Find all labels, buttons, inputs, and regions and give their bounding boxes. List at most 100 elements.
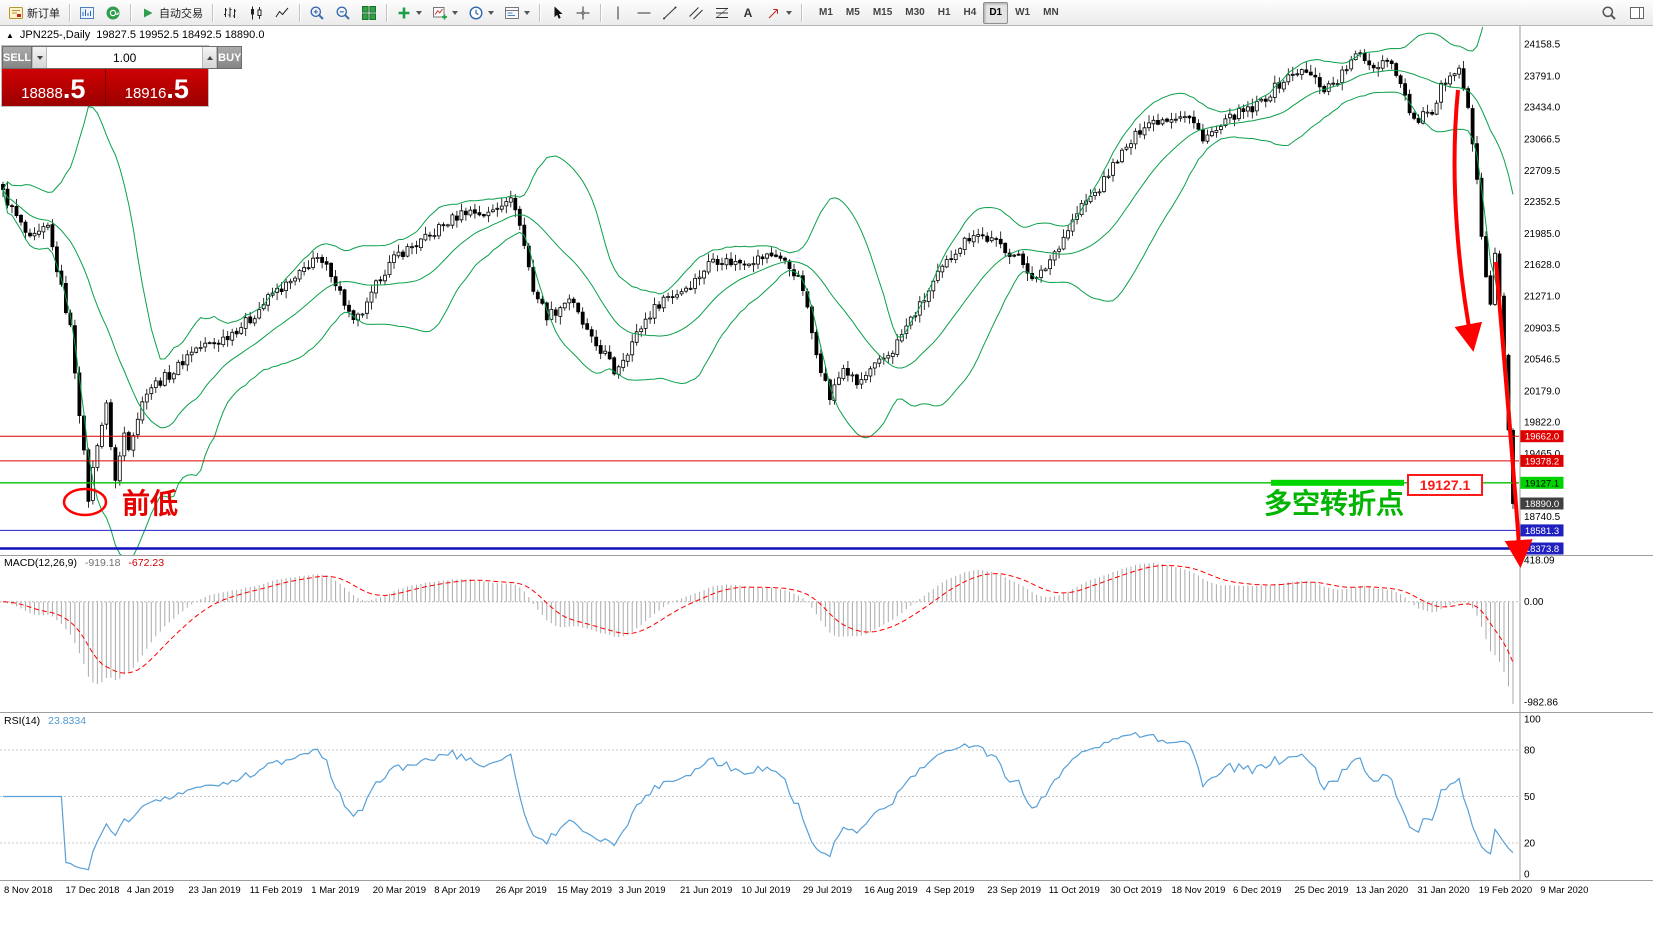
- price-tick-label: 18740.5: [1524, 512, 1561, 523]
- toolbar-separator: [299, 3, 300, 22]
- macd-signal-line: [2, 564, 1514, 674]
- symbol-marker-icon: ▲: [6, 30, 14, 40]
- tile-windows-button[interactable]: [357, 1, 381, 25]
- macd-indicator-label: MACD(12,26,9) -919.18 -672.23: [4, 557, 164, 569]
- date-label: 11 Oct 2019: [1049, 885, 1100, 896]
- sell-button[interactable]: SELL: [2, 46, 33, 69]
- toolbar-separator: [801, 3, 802, 22]
- date-label: 4 Sep 2019: [926, 885, 975, 896]
- trend-arrow-2[interactable]: [1494, 261, 1533, 568]
- timeframe-h4-button[interactable]: H4: [963, 7, 977, 18]
- vertical-line-icon: [617, 6, 619, 19]
- dropdown-caret-icon: [786, 10, 792, 15]
- turning-point-highlight[interactable]: [1271, 479, 1404, 486]
- crosshair-tool-button[interactable]: [571, 1, 595, 25]
- trendline-tool-button[interactable]: [658, 1, 682, 25]
- price-tick-label: 19465.0: [1524, 449, 1561, 460]
- rsi-scale-label: 80: [1524, 746, 1536, 757]
- sell-price-main: 18888: [21, 85, 63, 102]
- zoom-in-button[interactable]: [305, 1, 329, 25]
- new-order-button[interactable]: 新订单: [4, 1, 64, 25]
- rsi-scale-label: 100: [1524, 715, 1541, 726]
- timeframe-mn-button[interactable]: MN: [1043, 7, 1059, 18]
- new-chart-icon: [433, 6, 447, 19]
- templates-button[interactable]: [500, 1, 534, 25]
- macd-scale-label: -982.86: [1524, 698, 1558, 709]
- horizontal-line-tool-button[interactable]: [632, 1, 656, 25]
- macd-scale-label: 0.00: [1524, 597, 1544, 608]
- price-tick-label: 19822.0: [1524, 418, 1561, 429]
- date-label: 29 Jul 2019: [803, 885, 852, 896]
- volume-input[interactable]: [47, 47, 203, 68]
- candles-bull: [32, 52, 1497, 501]
- chart-canvas[interactable]: 24158.5 23791.0 23434.0 23066.5 22709.5 22352…: [0, 26, 1653, 945]
- rsi-scale-label: 0: [1524, 870, 1530, 881]
- price-tag-annotation[interactable]: 19127.1: [1407, 474, 1483, 496]
- cursor-icon: [554, 6, 563, 19]
- rsi-name: RSI(14): [4, 715, 41, 727]
- trend-arrow-1[interactable]: [1452, 89, 1483, 352]
- cursor-tool-button[interactable]: [545, 1, 569, 25]
- price-tick-label: 23791.0: [1524, 72, 1561, 83]
- crosshair-icon: [576, 6, 590, 19]
- bollinger-upper-band: [2, 27, 1484, 360]
- trendline-icon: [663, 6, 677, 19]
- timeframe-group: M1 M5 M15 M30 H1 H4 D1 W1 MN: [813, 1, 1065, 24]
- main-plot: [1, 27, 1515, 555]
- timeframe-m1-button[interactable]: M1: [819, 7, 833, 18]
- zoom-out-button[interactable]: [331, 1, 355, 25]
- timeframe-w1-button[interactable]: W1: [1015, 7, 1031, 18]
- date-label: 26 Apr 2019: [496, 885, 547, 896]
- channel-tool-button[interactable]: [684, 1, 708, 25]
- candles-bear: [1, 52, 1515, 504]
- timeframe-h1-button[interactable]: H1: [937, 7, 951, 18]
- template-icon: [505, 6, 519, 19]
- rsi-plot: [0, 731, 1519, 871]
- date-label: 25 Dec 2019: [1295, 885, 1349, 896]
- auto-trading-button[interactable]: 自动交易: [136, 1, 207, 25]
- volume-increase-button[interactable]: [202, 47, 218, 68]
- date-label: 21 Jun 2019: [680, 885, 732, 896]
- macd-signal-value: -672.23: [128, 557, 165, 569]
- layout-button[interactable]: [1625, 1, 1649, 25]
- sell-price[interactable]: 18888 .5: [2, 69, 106, 106]
- dropdown-caret-icon: [488, 10, 494, 15]
- date-label: 8 Nov 2018: [4, 885, 53, 896]
- new-chart-button[interactable]: [428, 1, 462, 25]
- price-tick-label: 20179.0: [1524, 387, 1561, 398]
- timeframe-m15-button[interactable]: M15: [872, 7, 893, 18]
- volume-decrease-button[interactable]: [32, 47, 48, 68]
- line-chart-type-button[interactable]: [270, 1, 294, 25]
- toolbar-separator: [130, 3, 131, 22]
- prev-low-annotation[interactable]: 前低: [122, 488, 179, 519]
- price-badge: [1520, 430, 1564, 443]
- buy-button[interactable]: BUY: [217, 46, 243, 69]
- trade-buttons-row: SELL BUY: [2, 46, 243, 69]
- vertical-line-tool-button[interactable]: [606, 1, 630, 25]
- timeframe-m30-button[interactable]: M30: [905, 7, 925, 18]
- rsi-scale-label: 20: [1524, 839, 1536, 850]
- prev-low-ellipse[interactable]: [62, 487, 108, 517]
- date-label: 23 Sep 2019: [987, 885, 1041, 896]
- timeframe-d1-button[interactable]: D1: [983, 1, 1009, 24]
- timeframe-m5-button[interactable]: M5: [845, 7, 860, 18]
- text-tool-button[interactable]: A: [736, 1, 760, 25]
- tile-windows-icon: [362, 5, 376, 20]
- price-badge-label: 19378.2: [1525, 456, 1559, 467]
- caret-down-icon: [36, 55, 43, 60]
- fibonacci-tool-button[interactable]: [710, 1, 734, 25]
- periods-button[interactable]: [464, 1, 498, 25]
- charts-window-icon: [80, 6, 94, 19]
- profiles-button[interactable]: [101, 1, 125, 25]
- search-button[interactable]: [1597, 1, 1621, 25]
- toolbar: 新订单 自动交易: [0, 0, 1653, 26]
- turning-point-annotation[interactable]: 多空转折点: [1264, 488, 1405, 519]
- indicators-button[interactable]: [392, 1, 426, 25]
- arrows-tool-button[interactable]: [762, 1, 796, 25]
- candle-chart-type-button[interactable]: [244, 1, 268, 25]
- bar-chart-type-button[interactable]: [218, 1, 242, 25]
- charts-window-button[interactable]: [75, 1, 99, 25]
- candle-wicks: [2, 49, 1514, 509]
- buy-price[interactable]: 18916 .5: [106, 69, 209, 106]
- chart-ohlc-values: 19827.5 19952.5 18492.5 18890.0: [96, 29, 265, 41]
